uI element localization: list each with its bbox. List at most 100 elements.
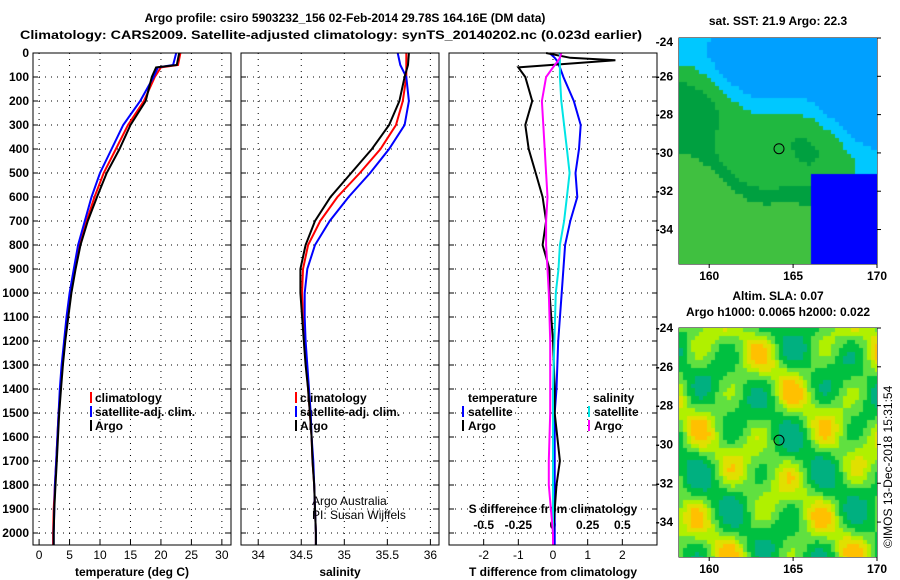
s-xtick-label: -0.5 bbox=[473, 518, 494, 532]
legend-swatch bbox=[90, 392, 92, 403]
map-lon-label: 170 bbox=[867, 269, 887, 283]
map-lon-label: 165 bbox=[783, 269, 803, 283]
diff-xlabel: T difference from climatology bbox=[469, 565, 637, 579]
map-lon-label: 160 bbox=[699, 269, 719, 283]
temp-xtick-label: 10 bbox=[93, 548, 107, 562]
temp-xtick-label: 0 bbox=[36, 548, 43, 562]
temp-xtick-label: 30 bbox=[215, 548, 229, 562]
diff-xtick-label: 1 bbox=[584, 548, 591, 562]
depth-tick-label: 1500 bbox=[2, 406, 29, 420]
depth-tick-label: 100 bbox=[9, 70, 29, 84]
depth-tick-label: 400 bbox=[9, 142, 29, 156]
sal-xtick-label: 36 bbox=[424, 548, 438, 562]
temp-legend-2: satellite-adj. clim. bbox=[95, 405, 195, 419]
sal-annotation-2: PI: Susan Wijffels bbox=[312, 508, 406, 522]
diff-series-t-satellite bbox=[548, 52, 582, 545]
depth-tick-label: 0 bbox=[22, 46, 29, 60]
sal-xtick-label: 35 bbox=[338, 548, 352, 562]
depth-tick-label: 300 bbox=[9, 118, 29, 132]
depth-tick-label: 1800 bbox=[2, 478, 29, 492]
title-line-1: Argo profile: csiro 5903232_156 02-Feb-2… bbox=[145, 11, 546, 25]
sal-xtick-label: 34.5 bbox=[290, 548, 314, 562]
map-lon-label: 170 bbox=[867, 562, 887, 576]
legend-swatch bbox=[90, 406, 92, 417]
depth-tick-label: 1900 bbox=[2, 502, 29, 516]
sal-legend-1: climatology bbox=[300, 391, 367, 405]
depth-tick-label: 1600 bbox=[2, 430, 29, 444]
map-lat-label: -30 bbox=[656, 437, 674, 451]
legend-swatch bbox=[588, 420, 590, 431]
diff-xtick-label: 2 bbox=[619, 548, 626, 562]
depth-tick-label: 2000 bbox=[2, 526, 29, 540]
map-lat-label: -28 bbox=[656, 108, 674, 122]
depth-tick-label: 1100 bbox=[3, 310, 29, 324]
temp-plot-frame bbox=[32, 52, 232, 546]
map-lat-label: -32 bbox=[656, 476, 674, 490]
diff-legend-t-2: Argo bbox=[468, 419, 496, 433]
map-lat-label: -28 bbox=[656, 399, 674, 413]
sal-plot-frame bbox=[240, 52, 440, 546]
diff-series-s-satellite bbox=[552, 53, 571, 545]
map-lat-label: -32 bbox=[656, 184, 674, 198]
sal-legend-3: Argo bbox=[300, 419, 328, 433]
diff-legend-t-1: satellite bbox=[468, 405, 513, 419]
title-line-2: Climatology: CARS2009. Satellite-adjuste… bbox=[20, 28, 642, 42]
legend-swatch bbox=[462, 420, 464, 431]
temp-xtick-label: 25 bbox=[185, 548, 199, 562]
legend-swatch bbox=[90, 420, 92, 431]
temp-xtick-label: 15 bbox=[124, 548, 138, 562]
map-lat-label: -26 bbox=[656, 360, 674, 374]
depth-tick-label: 200 bbox=[9, 94, 29, 108]
diff-series-s-argo bbox=[540, 52, 563, 545]
map-lat-label: -30 bbox=[656, 146, 674, 160]
depth-tick-label: 1400 bbox=[2, 382, 29, 396]
s-xtick-label: -0.25 bbox=[505, 518, 533, 532]
depth-tick-label: 1700 bbox=[2, 454, 29, 468]
temp-legend-3: Argo bbox=[95, 419, 123, 433]
map-lat-label: -34 bbox=[656, 223, 674, 237]
map-lat-label: -34 bbox=[656, 515, 674, 529]
map-lon-label: 160 bbox=[699, 562, 719, 576]
depth-tick-label: 1200 bbox=[2, 334, 29, 348]
sal-xtick-label: 34 bbox=[252, 548, 266, 562]
legend-swatch bbox=[295, 420, 297, 431]
legend-swatch bbox=[588, 406, 590, 417]
temp-xlabel: temperature (deg C) bbox=[75, 565, 189, 579]
map-lon-label: 165 bbox=[783, 562, 803, 576]
diff-xtick-label: 0 bbox=[550, 548, 557, 562]
depth-tick-label: 600 bbox=[9, 190, 29, 204]
temp-xtick-label: 5 bbox=[66, 548, 73, 562]
sal-annotation-1: Argo Australia bbox=[312, 494, 387, 508]
sal-xtick-label: 35.5 bbox=[376, 548, 400, 562]
sal-legend-2: satellite-adj. clim. bbox=[300, 405, 400, 419]
depth-tick-label: 700 bbox=[9, 214, 29, 228]
legend-swatch bbox=[295, 406, 297, 417]
depth-tick-label: 900 bbox=[9, 262, 29, 276]
diff-xtick-label: -1 bbox=[513, 548, 524, 562]
sst-map bbox=[679, 38, 877, 264]
s-xtick-label: 0.25 bbox=[576, 518, 600, 532]
diff-legend-s-1: satellite bbox=[594, 405, 639, 419]
map2-title-2: Argo h1000: 0.0065 h2000: 0.022 bbox=[686, 305, 870, 319]
diff-legend-s-2: Argo bbox=[594, 419, 622, 433]
temp-legend-1: climatology bbox=[95, 391, 162, 405]
legend-swatch bbox=[295, 392, 297, 403]
diff-xtick-label: -2 bbox=[478, 548, 489, 562]
diff-plot-frame bbox=[448, 52, 658, 546]
diff-legend-s-title: salinity bbox=[593, 391, 635, 405]
map1-title: sat. SST: 21.9 Argo: 22.3 bbox=[709, 14, 848, 28]
temp-xtick-label: 20 bbox=[154, 548, 168, 562]
depth-tick-label: 1300 bbox=[2, 358, 29, 372]
depth-tick-label: 1000 bbox=[2, 286, 29, 300]
argo-location-marker bbox=[773, 434, 785, 446]
map-lat-label: -26 bbox=[656, 69, 674, 83]
sal-xlabel: salinity bbox=[319, 565, 361, 579]
s-xtick-label: 0.5 bbox=[614, 518, 631, 532]
temp-series-argo bbox=[52, 52, 181, 545]
argo-location-marker bbox=[773, 143, 785, 155]
depth-tick-label: 800 bbox=[9, 238, 29, 252]
diff-legend-t-title: temperature bbox=[468, 391, 538, 405]
